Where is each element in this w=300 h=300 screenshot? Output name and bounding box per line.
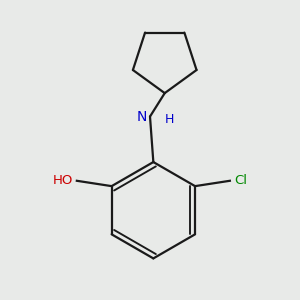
Text: N: N	[137, 110, 147, 124]
Text: Cl: Cl	[234, 174, 247, 187]
Text: H: H	[165, 113, 174, 126]
Text: HO: HO	[52, 174, 73, 187]
